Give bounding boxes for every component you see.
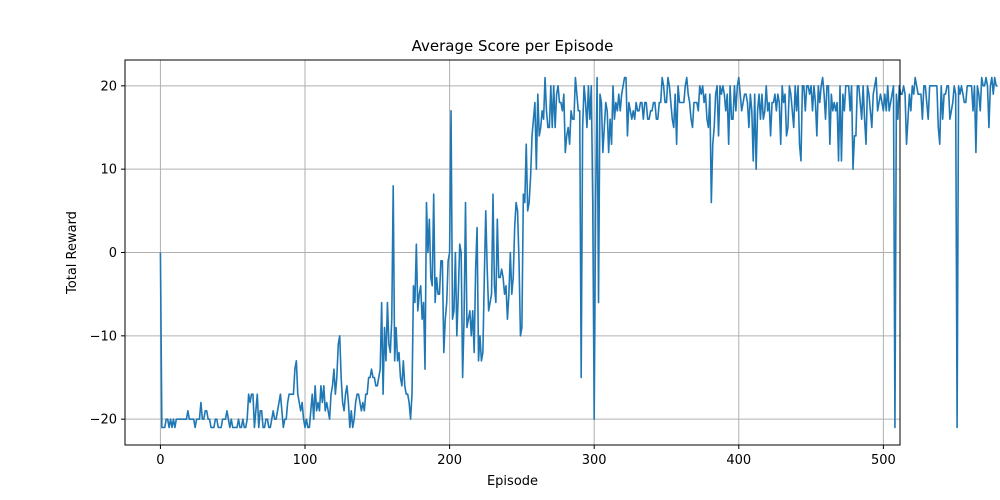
y-tick-label: 0 xyxy=(109,246,117,261)
y-tick-label: −20 xyxy=(90,413,117,428)
x-tick-label: 400 xyxy=(726,453,751,468)
series-layer xyxy=(159,76,998,429)
chart-title: Average Score per Episode xyxy=(412,37,614,55)
x-axis-label: Episode xyxy=(487,474,538,489)
series-line-total-reward xyxy=(159,76,998,429)
y-tick-label: 10 xyxy=(100,163,117,178)
x-tick-label: 100 xyxy=(293,453,318,468)
x-tick-label: 200 xyxy=(437,453,462,468)
x-tick-label: 300 xyxy=(582,453,607,468)
y-tick-label: 20 xyxy=(100,79,117,94)
y-axis-label: Total Reward xyxy=(65,211,80,295)
y-tick-label: −10 xyxy=(90,329,117,344)
x-tick-label: 500 xyxy=(871,453,896,468)
grid xyxy=(125,60,900,445)
x-tick-label: 0 xyxy=(156,453,164,468)
ticks: 0 100 200 300 400 500 −20 −10 0 10 20 xyxy=(90,79,896,468)
